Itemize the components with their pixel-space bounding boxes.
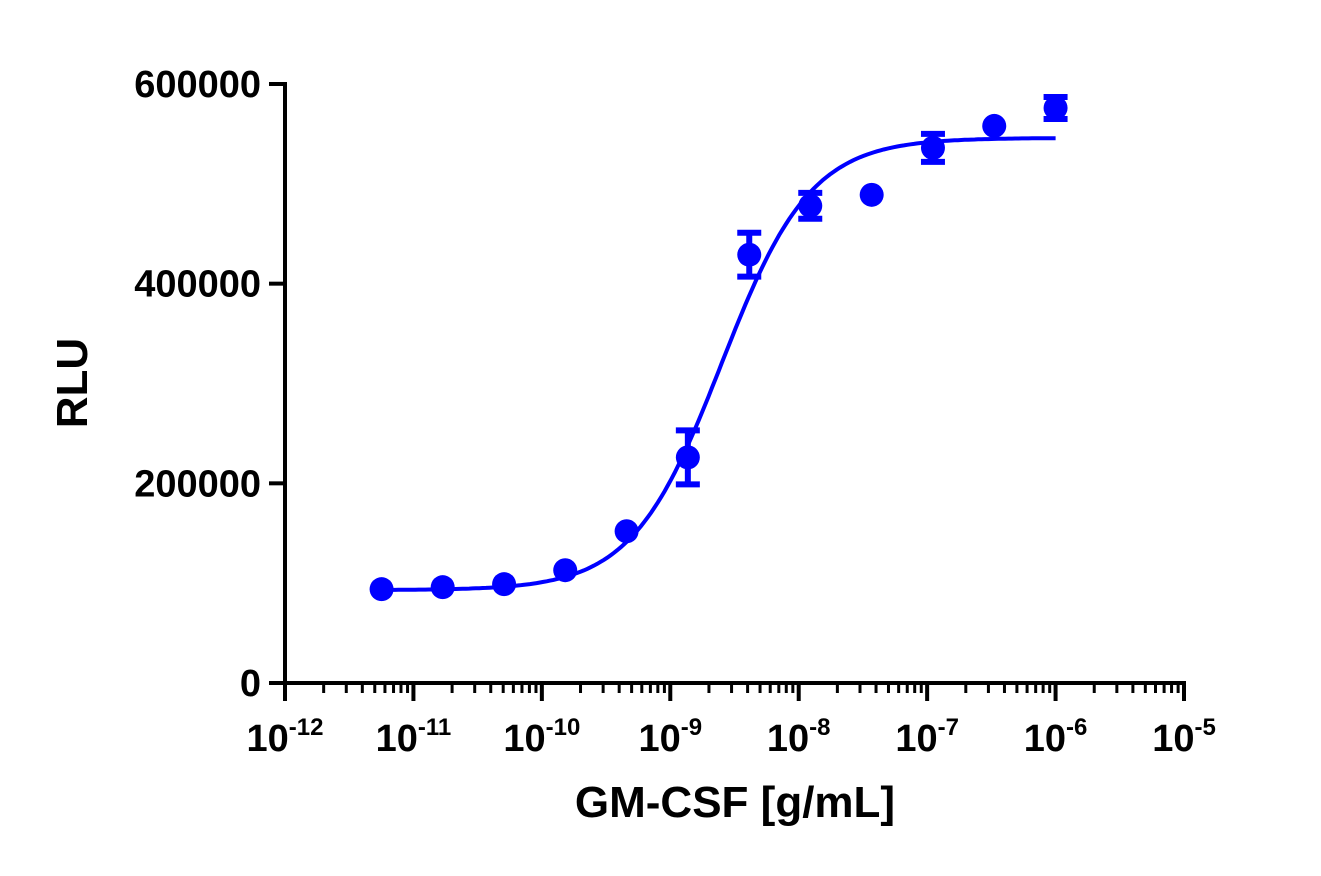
y-tick-labels: 0 200000 400000 600000 bbox=[134, 64, 261, 705]
data-point bbox=[430, 575, 455, 600]
x-tick-label: 10-8 bbox=[767, 714, 831, 760]
x-tick-exponent: -12 bbox=[289, 714, 324, 741]
x-tick-label: 10-12 bbox=[247, 714, 324, 760]
x-tick-label: 10-10 bbox=[503, 714, 580, 760]
x-tick-exponent: -11 bbox=[418, 714, 451, 741]
x-tick-base: 10 bbox=[1152, 718, 1194, 760]
data-point bbox=[859, 182, 884, 207]
x-tick-label: 10-7 bbox=[895, 714, 959, 760]
data-point bbox=[798, 193, 823, 218]
y-axis-label: RLU bbox=[48, 338, 97, 428]
x-tick-exponent: -6 bbox=[1066, 714, 1087, 741]
x-tick-exponent: -9 bbox=[681, 714, 702, 741]
data-point bbox=[737, 242, 762, 267]
data-points bbox=[369, 93, 1068, 602]
data-point bbox=[1043, 95, 1068, 120]
x-tick-label: 10-9 bbox=[638, 714, 702, 760]
data-point bbox=[614, 519, 639, 544]
x-tick-exponent: -7 bbox=[938, 714, 959, 741]
y-tick-label: 600000 bbox=[134, 64, 261, 106]
x-tick-labels: 10-12 10-11 10-10 10-9 10-8 10-7 10-6 10-5 bbox=[247, 714, 1216, 760]
x-tick-label: 10-6 bbox=[1024, 714, 1088, 760]
x-tick-exponent: -10 bbox=[546, 714, 581, 741]
x-tick-base: 10 bbox=[247, 718, 289, 760]
x-tick-base: 10 bbox=[895, 718, 937, 760]
y-tick-label: 400000 bbox=[134, 264, 261, 306]
x-tick-exponent: -5 bbox=[1194, 714, 1215, 741]
axes bbox=[269, 82, 1186, 701]
x-tick-base: 10 bbox=[376, 718, 418, 760]
x-tick-base: 10 bbox=[767, 718, 809, 760]
data-point bbox=[553, 558, 578, 583]
y-tick-label: 0 bbox=[240, 663, 261, 705]
x-axis-label: GM-CSF [g/mL] bbox=[575, 778, 895, 827]
x-tick-base: 10 bbox=[1024, 718, 1066, 760]
data-point bbox=[492, 572, 517, 597]
x-tick-label: 10-11 bbox=[376, 714, 452, 760]
x-tick-base: 10 bbox=[503, 718, 545, 760]
y-tick-label: 200000 bbox=[134, 463, 261, 505]
x-tick-exponent: -8 bbox=[809, 714, 830, 741]
data-point bbox=[369, 577, 394, 602]
fit-curve bbox=[381, 136, 1056, 592]
x-tick-label: 10-5 bbox=[1152, 714, 1216, 760]
data-point bbox=[920, 135, 945, 160]
data-point bbox=[982, 113, 1007, 138]
data-point bbox=[675, 445, 700, 470]
x-tick-base: 10 bbox=[638, 718, 680, 760]
